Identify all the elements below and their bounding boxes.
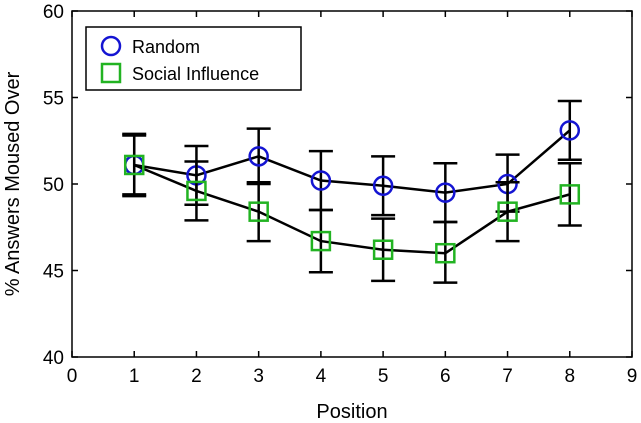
y-tick-label: 60 (43, 2, 64, 23)
x-tick-label: 8 (564, 366, 575, 387)
x-tick-label: 1 (129, 366, 140, 387)
legend-label: Random (132, 37, 200, 57)
y-tick-label: 50 (43, 175, 64, 196)
y-axis-label: % Answers Moused Over (2, 71, 24, 296)
y-tick-label: 55 (43, 89, 64, 110)
x-tick-label: 0 (67, 366, 78, 387)
x-tick-label: 7 (502, 366, 513, 387)
x-tick-label: 2 (191, 366, 202, 387)
plot-area (122, 101, 582, 283)
x-tick-label: 9 (627, 366, 638, 387)
x-axis-label: Position (316, 401, 387, 423)
series-social-influence (122, 134, 582, 283)
x-tick-label: 4 (316, 366, 327, 387)
x-tick-label: 6 (440, 366, 451, 387)
chart: 0 1 2 3 4 5 6 7 8 94045505560 Position % Answers … (0, 0, 641, 423)
y-tick-label: 45 (43, 262, 64, 283)
y-tick-label: 40 (43, 348, 64, 369)
legend-label: Social Influence (132, 64, 259, 84)
legend: Random Social Influence (86, 27, 301, 90)
x-tick-label: 3 (253, 366, 264, 387)
x-tick-label: 5 (378, 366, 389, 387)
